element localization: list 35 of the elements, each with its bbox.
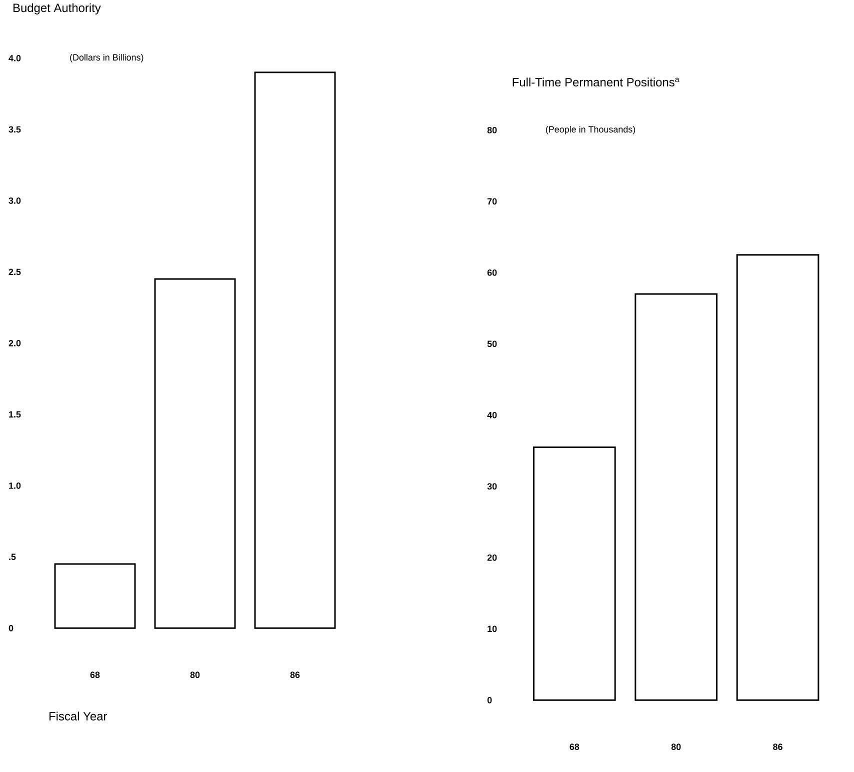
y-tick-label: 20 — [487, 554, 497, 561]
y-tick-label: 0 — [8, 624, 14, 632]
y-tick-label: .5 — [9, 554, 16, 560]
y-axis-title: (Dollars in Billions) — [70, 54, 144, 62]
bar — [533, 446, 616, 701]
x-tick-label: 80 — [671, 744, 681, 750]
y-tick-label: 80 — [487, 126, 497, 134]
bar — [254, 72, 336, 629]
bar — [736, 254, 820, 701]
chart-title: Budget Authority — [14, 3, 101, 14]
y-tick-label: 4.0 — [8, 54, 21, 62]
y-tick-label: 50 — [487, 340, 497, 348]
y-tick-label: 3.0 — [8, 197, 21, 204]
bar — [634, 293, 718, 701]
x-tick-label: 68 — [90, 672, 100, 678]
y-axis-title: (People in Thousands) — [546, 126, 636, 134]
y-tick-label: 3.5 — [8, 126, 21, 133]
y-tick-label: 60 — [487, 269, 497, 276]
y-tick-label: 1.0 — [9, 482, 21, 489]
y-tick-label: 2.5 — [8, 268, 21, 276]
y-tick-label: 1.5 — [9, 411, 21, 418]
x-tick-label: 80 — [190, 672, 200, 678]
x-tick-label: 86 — [773, 744, 782, 750]
y-tick-label: 70 — [488, 198, 497, 205]
chart-title: Full-Time Permanent Positions$^{a}$ — [512, 78, 680, 86]
bar — [154, 278, 236, 629]
y-tick-label: 30 — [487, 483, 497, 490]
y-tick-label: 0 — [487, 696, 492, 704]
y-tick-label: 10 — [488, 626, 497, 632]
y-tick-label: 40 — [487, 412, 497, 418]
y-tick-label: 2.0 — [8, 340, 21, 346]
x-tick-label: 68 — [570, 744, 580, 750]
x-tick-label: 86 — [290, 672, 300, 678]
bar — [54, 563, 136, 629]
x-axis-title: Fiscal Year — [50, 712, 108, 720]
